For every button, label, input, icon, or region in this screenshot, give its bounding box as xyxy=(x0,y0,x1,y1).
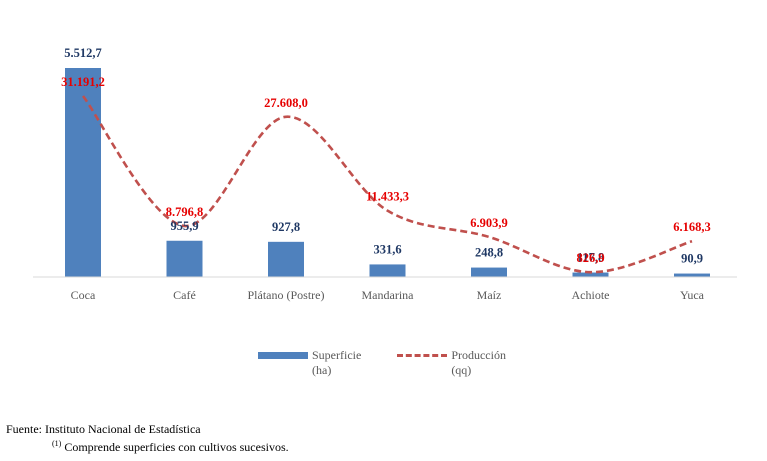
category-label-cafe: Café xyxy=(173,288,196,302)
line-value-achiote: 826,9 xyxy=(576,251,604,265)
legend-superficie-line2: (ha) xyxy=(312,363,332,377)
line-value-maiz: 6.903,9 xyxy=(470,216,508,230)
line-value-yuca: 6.168,3 xyxy=(673,220,711,234)
bar-coca xyxy=(65,68,101,277)
footnote-marker: (1) xyxy=(52,439,62,448)
bar-value-achiote: 117,8 xyxy=(577,251,604,265)
superficie-value-labels: 5.512,7 955,9 927,8 331,6 248,8 117,8 90,9 xyxy=(64,46,703,266)
legend-swatch-line xyxy=(397,354,448,357)
bar-value-platano-postre: 927,8 xyxy=(272,220,300,234)
bar-value-maiz: 248,8 xyxy=(475,246,503,260)
legend-superficie-line1: Superficie xyxy=(312,348,362,362)
legend-produccion-line2: (qq) xyxy=(451,363,472,377)
category-label-mandarina: Mandarina xyxy=(362,288,415,302)
legend-swatch-bar xyxy=(258,352,308,359)
line-value-cafe: 8.796,8 xyxy=(166,205,204,219)
legend-label-produccion: Producción (qq) xyxy=(451,348,506,378)
bar-mandarina xyxy=(369,264,406,277)
produccion-value-labels: 31.191,2 8.796,8 27.608,0 11.433,3 6.903,9 82… xyxy=(61,75,711,265)
produccion-line xyxy=(81,95,693,274)
legend-produccion-line1: Producción xyxy=(451,348,506,362)
category-label-maiz: Maíz xyxy=(477,288,502,302)
footnote: (1) Comprende superficies con cultivos s… xyxy=(52,439,289,455)
line-value-coca: 31.191,2 xyxy=(61,75,105,89)
bar-cafe xyxy=(166,240,203,277)
superficie-bars xyxy=(65,68,710,277)
source-note: Fuente: Instituto Nacional de Estadístic… xyxy=(6,422,201,436)
bar-achiote xyxy=(572,272,609,277)
legend-label-superficie: Superficie (ha) xyxy=(312,348,361,378)
line-value-platano-postre: 27.608,0 xyxy=(264,96,308,110)
bar-value-cafe: 955,9 xyxy=(170,219,198,233)
bar-platano-postre xyxy=(268,241,304,277)
line-value-mandarina: 11.433,3 xyxy=(366,190,409,204)
footnote-text: Comprende superficies con cultivos suces… xyxy=(61,440,289,454)
bar-value-yuca: 90,9 xyxy=(681,252,703,266)
legend-item-produccion: Producción (qq) xyxy=(397,348,506,378)
category-labels: Coca Café Plátano (Postre) Mandarina Maíz Ach… xyxy=(71,288,705,302)
bar-yuca xyxy=(674,273,710,277)
category-label-coca: Coca xyxy=(71,288,96,302)
bar-value-mandarina: 331,6 xyxy=(373,242,401,256)
chart: 5.512,7 955,9 927,8 331,6 248,8 117,8 90,9 31.… xyxy=(33,46,737,302)
legend-item-superficie: Superficie (ha) xyxy=(258,348,361,378)
category-label-yuca: Yuca xyxy=(680,288,705,302)
bar-value-coca: 5.512,7 xyxy=(64,46,102,60)
legend: Superficie (ha) Producción (qq) xyxy=(258,348,506,378)
bar-maiz xyxy=(471,267,507,277)
category-label-achiote: Achiote xyxy=(572,288,610,302)
category-label-platano-postre: Plátano (Postre) xyxy=(248,288,325,302)
